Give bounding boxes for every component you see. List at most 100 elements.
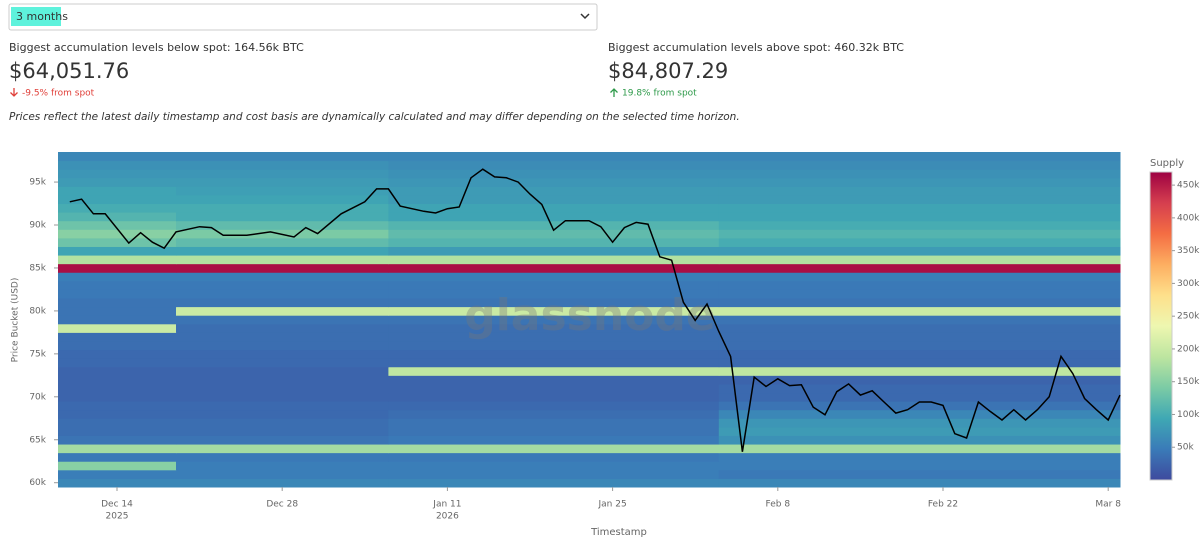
heat-cell (718, 349, 1121, 359)
heat-cell (388, 289, 720, 299)
colorbar-tick-label: 300k (1177, 279, 1200, 289)
heat-cell (718, 461, 1121, 471)
heat-cell (718, 332, 1121, 342)
heat-cell (176, 409, 389, 419)
heat-cell (388, 469, 720, 479)
y-tick-label: 75k (29, 349, 46, 359)
above-label: Biggest accumulation levels above spot: … (608, 41, 904, 54)
below-change: -9.5% from spot (22, 89, 95, 99)
heat-cell (176, 186, 389, 196)
heat-cell (176, 340, 389, 351)
heat-cell (176, 469, 389, 479)
y-tick-label: 90k (29, 221, 46, 231)
heat-cell (718, 220, 1121, 230)
x-axis-title: Timestamp (590, 527, 647, 538)
heat-cell (58, 246, 177, 256)
heat-cell (388, 246, 720, 256)
heat-cell (176, 349, 389, 359)
heat-cell (58, 452, 177, 462)
heat-cell (388, 306, 720, 316)
heat-cell (718, 229, 1121, 239)
heat-cell (58, 435, 177, 445)
heat-cell (58, 237, 177, 247)
heat-cell (718, 478, 1121, 488)
dropdown[interactable] (8, 3, 598, 31)
x-tick-label: Dec 14 (101, 500, 133, 510)
heat-cell (58, 418, 177, 428)
heat-cell (718, 383, 1121, 394)
heat-cell (58, 444, 177, 454)
heat-cell (58, 177, 177, 187)
heat-cell (388, 272, 720, 282)
heat-cell (718, 426, 1121, 436)
x-tick-label: Mar 8 (1095, 500, 1121, 510)
y-tick-label: 80k (29, 306, 46, 316)
heat-cell (58, 332, 177, 342)
heat-cell (388, 169, 720, 179)
heat-cell (388, 212, 720, 222)
heat-cell (388, 237, 720, 247)
dropdown-chevron[interactable] (580, 13, 590, 20)
heat-cell (718, 246, 1121, 256)
x-tick-sublabel: 2025 (106, 512, 129, 522)
heat-cell (718, 306, 1121, 316)
heat-cell (176, 418, 389, 428)
heat-cell (718, 469, 1121, 479)
colorbar-tick-label: 450k (1177, 181, 1200, 191)
x-tick-label: Feb 8 (766, 500, 791, 510)
heat-cell (388, 461, 720, 471)
heat-cell (176, 194, 389, 205)
dropdown-value[interactable]: 3 months (16, 10, 68, 23)
heat-cell (718, 444, 1121, 454)
heat-cell (388, 375, 720, 385)
heat-cell (176, 435, 389, 445)
heat-cell (388, 358, 720, 368)
heat-cell (718, 280, 1121, 290)
heat-cell (718, 375, 1121, 385)
heat-cell (58, 461, 177, 471)
heat-cell (58, 263, 177, 273)
y-tick-label: 70k (29, 392, 46, 402)
heat-cell (176, 220, 389, 230)
y-axis-title: Price Bucket (USD) (11, 278, 21, 363)
heat-cell (718, 298, 1121, 308)
heat-cell (388, 435, 720, 445)
below-price: $64,051.76 (9, 59, 129, 83)
heat-cell (58, 212, 177, 222)
heat-cell (388, 160, 720, 170)
colorbar-tick-label: 100k (1177, 410, 1200, 420)
heat-cell (176, 160, 389, 170)
heat-cell (388, 203, 720, 213)
heat-cell (176, 280, 389, 290)
x-tick-sublabel: 2026 (436, 512, 459, 522)
above-price: $84,807.29 (608, 59, 728, 83)
heat-cell (58, 375, 177, 385)
heat-cell (388, 177, 720, 187)
watermark: glassnode (464, 290, 716, 341)
colorbar-tick-label: 350k (1177, 246, 1200, 256)
heat-cell (718, 255, 1121, 265)
heat-cell (176, 177, 389, 187)
heat-cell (388, 340, 720, 351)
heat-cell (58, 409, 177, 419)
heat-cell (58, 478, 177, 488)
heat-cell (718, 435, 1121, 445)
heat-cell (176, 212, 389, 222)
heat-cell (718, 212, 1121, 222)
heat-cell (388, 152, 720, 162)
heat-cell (718, 152, 1121, 162)
heat-cell (388, 315, 720, 325)
colorbar (1149, 171, 1173, 481)
heat-cell (58, 306, 177, 316)
heat-cell (718, 237, 1121, 247)
colorbar-tick-label: 150k (1177, 377, 1200, 387)
heat-cell (58, 340, 177, 351)
heat-cell (58, 315, 177, 325)
heat-cell (718, 160, 1121, 170)
colorbar-title: Supply (1150, 158, 1184, 169)
heat-cell (718, 186, 1121, 196)
heat-cell (58, 401, 177, 411)
below-label: Biggest accumulation levels below spot: … (9, 41, 304, 54)
heat-cell (388, 426, 720, 436)
